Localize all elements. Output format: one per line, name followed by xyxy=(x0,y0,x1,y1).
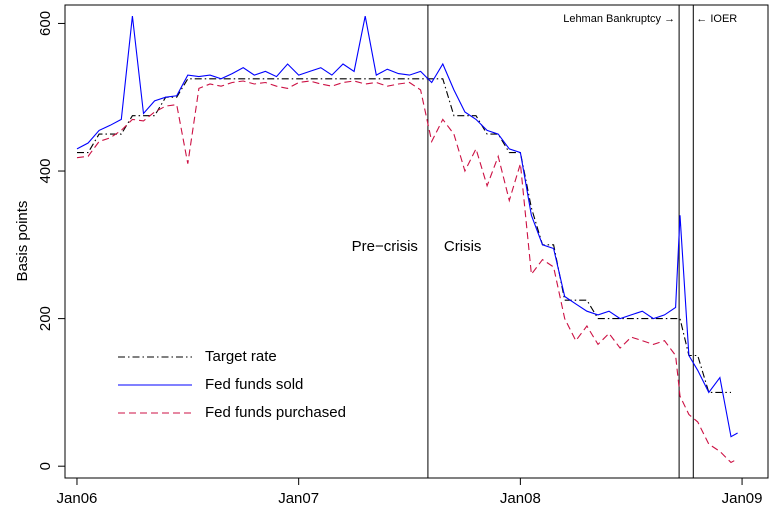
x-tick-label: Jan06 xyxy=(57,490,98,507)
series-line xyxy=(77,78,731,393)
annotation: Pre−crisis xyxy=(352,238,418,255)
x-tick-label: Jan08 xyxy=(500,490,541,507)
legend-label: Fed funds purchased xyxy=(205,404,346,421)
y-tick-label: 200 xyxy=(37,306,54,331)
y-tick-label: 600 xyxy=(37,11,54,36)
y-tick-label: 0 xyxy=(37,462,54,470)
x-tick-label: Jan09 xyxy=(722,490,763,507)
y-axis-label: Basis points xyxy=(14,201,31,282)
x-tick-label: Jan07 xyxy=(278,490,319,507)
annotation: Crisis xyxy=(444,238,482,255)
annotation: ← IOER xyxy=(696,13,737,25)
annotation: Lehman Bankruptcy → xyxy=(563,13,675,25)
y-tick-label: 400 xyxy=(37,159,54,184)
legend-label: Target rate xyxy=(205,348,277,365)
plot-frame xyxy=(64,4,769,479)
legend-label: Fed funds sold xyxy=(205,376,303,393)
series-line xyxy=(76,80,738,464)
series-line xyxy=(76,15,738,438)
